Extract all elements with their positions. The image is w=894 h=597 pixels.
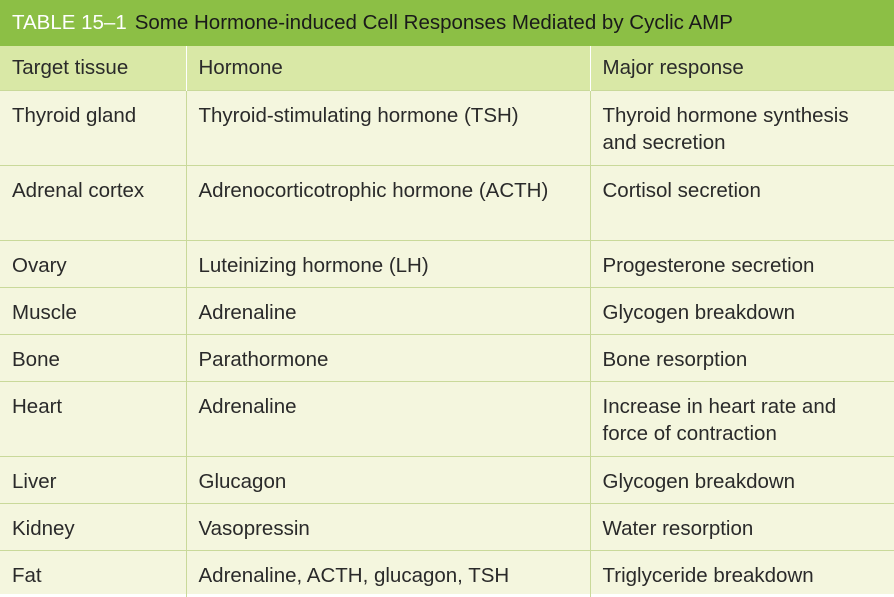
table-row: Heart Adrenaline Increase in heart rate … — [0, 380, 894, 456]
cell-target-tissue: Thyroid gland — [0, 89, 186, 165]
cell-major-response: Glycogen breakdown — [589, 455, 894, 503]
table-row: Fat Adrenaline, ACTH, glucagon, TSH Trig… — [0, 549, 894, 597]
cell-hormone: Vasopressin — [185, 502, 590, 550]
table-caption: TABLE 15–1 Some Hormone-induced Cell Res… — [0, 0, 894, 46]
column-header-target-tissue: Target tissue — [0, 46, 186, 90]
cell-hormone: Glucagon — [185, 455, 590, 503]
cell-major-response: Progesterone secretion — [589, 239, 894, 287]
cell-hormone: Adrenocorticotrophic hormone (ACTH) — [185, 164, 590, 240]
cell-major-response: Bone resorption — [589, 333, 894, 381]
cell-target-tissue: Bone — [0, 333, 186, 381]
cell-major-response: Cortisol secretion — [589, 164, 894, 240]
cell-target-tissue: Adrenal cortex — [0, 164, 186, 240]
cell-target-tissue: Fat — [0, 549, 186, 597]
header-row: Target tissue Hormone Major response — [0, 46, 894, 90]
cell-major-response: Glycogen breakdown — [589, 286, 894, 334]
cell-major-response: Water resorption — [589, 502, 894, 550]
table-row: Liver Glucagon Glycogen breakdown — [0, 455, 894, 503]
table-row: Thyroid gland Thyroid-stimulating hormon… — [0, 89, 894, 165]
column-header-major-response: Major response — [589, 46, 894, 90]
cell-major-response: Thyroid hormone synthesis and secretion — [589, 89, 894, 165]
cell-hormone: Adrenaline, ACTH, glucagon, TSH — [185, 549, 590, 597]
cell-hormone: Parathormone — [185, 333, 590, 381]
cell-major-response: Increase in heart rate and force of cont… — [589, 380, 894, 456]
table-row: Bone Parathormone Bone resorption — [0, 333, 894, 381]
table-row: Adrenal cortex Adrenocorticotrophic horm… — [0, 164, 894, 240]
cell-hormone: Adrenaline — [185, 380, 590, 456]
cell-target-tissue: Kidney — [0, 502, 186, 550]
cell-hormone: Adrenaline — [185, 286, 590, 334]
table-row: Kidney Vasopressin Water resorption — [0, 502, 894, 550]
cell-target-tissue: Ovary — [0, 239, 186, 287]
cell-major-response: Triglyceride breakdown — [589, 549, 894, 597]
cell-hormone: Thyroid-stimulating hormone (TSH) — [185, 89, 590, 165]
table-row: Muscle Adrenaline Glycogen breakdown — [0, 286, 894, 334]
cell-hormone: Luteinizing hormone (LH) — [185, 239, 590, 287]
table-number: TABLE 15–1 — [12, 11, 127, 34]
data-table: Target tissue Hormone Major response Thy… — [0, 46, 894, 597]
column-header-hormone: Hormone — [185, 46, 590, 90]
table-title: Some Hormone-induced Cell Responses Medi… — [134, 11, 733, 34]
cell-target-tissue: Muscle — [0, 286, 186, 334]
table-row: Ovary Luteinizing hormone (LH) Progester… — [0, 239, 894, 287]
cell-target-tissue: Liver — [0, 455, 186, 503]
cell-target-tissue: Heart — [0, 380, 186, 456]
